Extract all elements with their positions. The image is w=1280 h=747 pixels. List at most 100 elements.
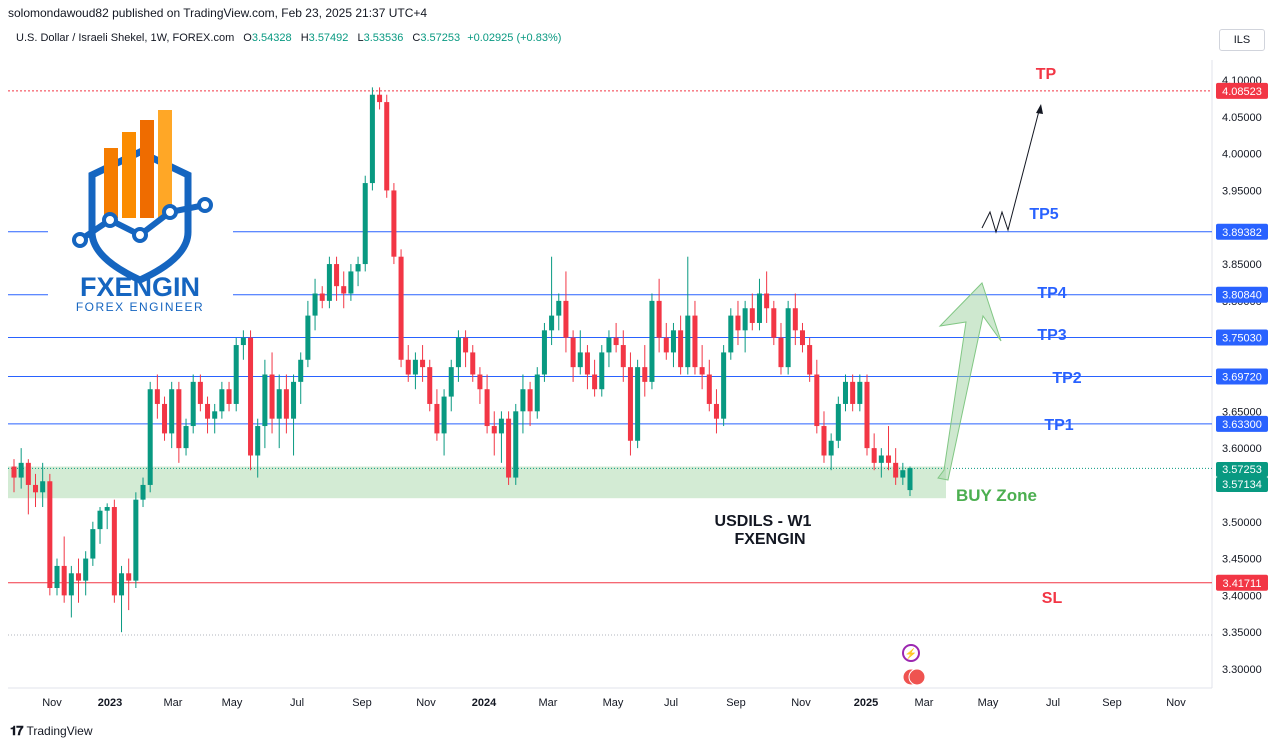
y-tick-label: 3.45000: [1222, 554, 1262, 566]
candles-layer: [11, 87, 913, 633]
y-tick-label: 3.95000: [1222, 185, 1262, 197]
price-tag-tp2: [1216, 368, 1268, 385]
price-tag-tp5: [1216, 223, 1268, 240]
candle-body: [864, 381, 870, 449]
candle-body: [398, 256, 404, 360]
x-tick-label: 2025: [854, 697, 878, 709]
candle-body: [326, 264, 332, 301]
us-flag-event-icon[interactable]: [908, 668, 926, 686]
close-value: 3.57253: [420, 32, 461, 44]
candle-body: [97, 510, 103, 530]
candle-body: [47, 481, 53, 589]
candle-body: [878, 455, 884, 463]
buy-zone-rect: [8, 466, 946, 499]
candle-body: [233, 345, 239, 404]
candle-body: [226, 389, 232, 404]
candle-body: [527, 389, 533, 412]
tradingview-brand: TradingView: [26, 724, 93, 738]
candle-body: [484, 389, 490, 427]
price-tag-text: 3.41711: [1223, 578, 1262, 590]
lightning-event-icon[interactable]: [902, 644, 920, 662]
candle-body: [756, 293, 762, 323]
x-tick-label: Jul: [664, 697, 678, 709]
x-tick-label: Mar: [164, 697, 183, 709]
level-labels-layer: TP TP5 TP4 TP3 TP2 TP1 SL: [1029, 66, 1081, 607]
x-tick-label: Sep: [726, 697, 746, 709]
logo-tagline: FOREX ENGINEER: [76, 300, 204, 314]
candle-body: [133, 499, 139, 581]
candle-body: [549, 315, 555, 331]
candle-body: [620, 345, 626, 368]
lightning-glyph-icon: ⚡: [905, 647, 917, 660]
candle-body: [25, 462, 31, 485]
candle-body: [276, 389, 282, 419]
candle-body: [190, 381, 196, 427]
candle-body: [520, 389, 526, 412]
logo-bar-icon: [104, 148, 118, 218]
candle-body: [197, 381, 203, 404]
current-price-tag: [1216, 477, 1268, 492]
tradingview-footer[interactable]: 𝟏𝟕 TradingView: [10, 723, 93, 739]
low-value: 3.53536: [363, 32, 404, 44]
chart-title-line2: FXENGIN: [734, 531, 805, 548]
candle-body: [119, 573, 125, 596]
candle-body: [348, 271, 354, 294]
y-tick-label: 3.40000: [1222, 590, 1262, 602]
currency-button[interactable]: ILS: [1219, 29, 1265, 51]
x-tick-label: Nov: [791, 697, 811, 709]
x-tick-label: Sep: [352, 697, 372, 709]
candle-body: [355, 264, 361, 272]
level-label-sl: SL: [1042, 590, 1063, 607]
current-price-tag-text: 3.57253: [1222, 464, 1262, 476]
candle-body: [713, 403, 719, 419]
candle-body: [885, 455, 892, 463]
candle-body: [498, 418, 504, 434]
y-tick-label: 3.50000: [1222, 517, 1262, 529]
candle-body: [427, 367, 433, 404]
buy-zone-label: BUY Zone: [956, 486, 1037, 505]
y-tick-label: 3.30000: [1222, 664, 1262, 676]
candle-body: [577, 352, 583, 368]
candle-body: [334, 264, 340, 287]
candle-body: [685, 315, 691, 368]
candle-body: [699, 367, 705, 375]
candle-body: [312, 293, 318, 316]
candle-body: [240, 337, 246, 346]
level-label-tp2: TP2: [1052, 370, 1081, 387]
candle-body: [140, 484, 146, 500]
price-tag-text: 3.80840: [1222, 290, 1262, 302]
candle-body: [706, 374, 712, 404]
candle-body: [434, 403, 440, 434]
price-tag-tp1: [1216, 415, 1268, 432]
y-tick-label: 3.65000: [1222, 406, 1262, 418]
candle-body: [40, 481, 46, 493]
x-tick-label: May: [603, 697, 624, 709]
candle-body: [857, 381, 863, 404]
candle-body: [871, 448, 877, 463]
tradingview-logo-icon: 𝟏𝟕: [10, 723, 24, 738]
candle-body: [305, 315, 311, 360]
y-tick-label: 3.85000: [1222, 259, 1262, 271]
x-tick-label: Sep: [1102, 697, 1122, 709]
candle-body: [219, 389, 225, 412]
price-tag-tp3: [1216, 329, 1268, 346]
y-tick-label: 4.00000: [1222, 149, 1262, 161]
candle-body: [764, 293, 770, 309]
price-tag-text: 3.63300: [1222, 419, 1262, 431]
candle-body: [613, 337, 619, 346]
candle-body: [828, 440, 834, 456]
candle-body: [441, 396, 447, 434]
shield-icon: [88, 148, 192, 284]
candle-body: [176, 389, 182, 449]
candle-body: [656, 300, 662, 338]
candle-body: [670, 330, 676, 353]
candle-body: [742, 308, 748, 331]
buy-zone-layer: [8, 466, 946, 499]
x-tick-label: Jul: [1046, 697, 1060, 709]
candle-body: [771, 308, 777, 338]
candle-body: [262, 374, 268, 427]
y-tick-label: 4.05000: [1222, 112, 1262, 124]
candle-body: [678, 330, 684, 368]
current-price-tag: [1216, 462, 1268, 477]
